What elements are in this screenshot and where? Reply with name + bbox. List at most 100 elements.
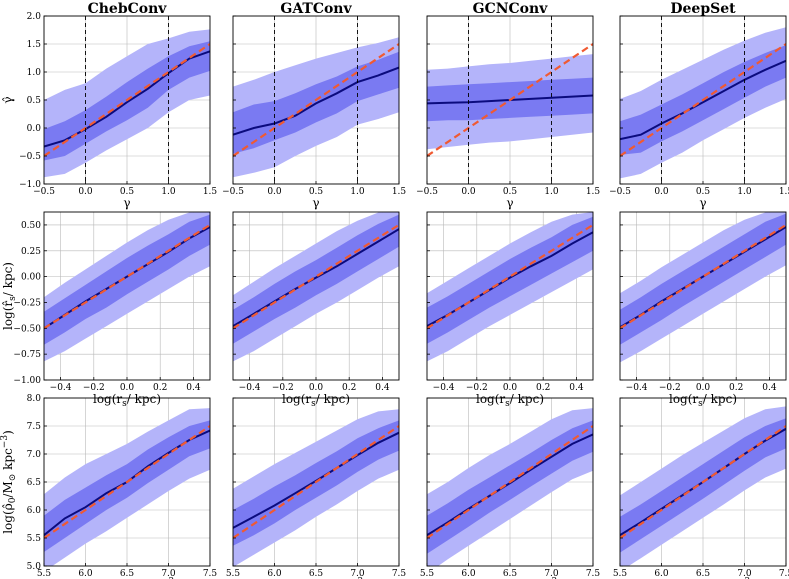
identity-line [233, 425, 399, 539]
y-tick-label: 0.50 [21, 221, 41, 231]
x-tick-label: −0.5 [416, 187, 438, 197]
x-axis-label: γ [123, 196, 130, 210]
median-line [620, 59, 786, 141]
x-tick-label: −0.4 [626, 383, 648, 393]
plot-area [620, 16, 786, 184]
x-tick-label: 0.0 [503, 383, 518, 393]
y-tick-label: 6.5 [27, 478, 42, 488]
panel-2-0: 5.5 6.0 6.5 7.0 7.55.05.56.06.57.07.58.0 [27, 394, 218, 579]
x-tick-label: 7.0 [737, 569, 752, 579]
y-tick-label: 8.0 [27, 394, 42, 404]
x-axis-label: log(rs/ kpc) [669, 392, 737, 409]
plot-area [427, 212, 593, 380]
panel-1-0: −0.4 −0.2 0.0 0.2 0.4 −1.00 −0.75 −0.50 −0.25 0.0… [13, 211, 211, 393]
x-tick-label: −0.5 [33, 187, 55, 197]
x-tick-label: 7.5 [392, 569, 407, 579]
y-tick-label: 0.25 [21, 247, 41, 257]
panel-2-1: 5.5 6.0 6.5 7.0 7.5 [226, 397, 407, 579]
y-tick-label: −1.00 [13, 376, 41, 386]
identity-line [44, 43, 210, 157]
y-tick-label: 7.5 [27, 422, 42, 432]
x-tick-label: 1.5 [203, 187, 218, 197]
x-axis-label: γ [312, 196, 319, 210]
x-tick-label: 0.2 [729, 383, 743, 393]
identity-line [427, 425, 593, 539]
x-tick-label: 1.0 [350, 187, 365, 197]
x-tick-label: 7.0 [350, 569, 365, 579]
x-tick-label: −0.5 [609, 187, 631, 197]
x-tick-label: −0.5 [222, 187, 244, 197]
panel-1-3: −0.4 −0.2 0.0 0.2 0.4 [619, 211, 787, 393]
y-tick-label: 0.00 [21, 273, 41, 283]
y-tick-label: 1.5 [27, 40, 42, 50]
x-tick-label: 0.0 [120, 383, 135, 393]
y-tick-label: 7.0 [27, 450, 42, 460]
x-tick-label: 0.5 [696, 187, 711, 197]
x-axis-label: γ [506, 196, 513, 210]
x-tick-label: 0.4 [375, 383, 390, 393]
identity-line [620, 425, 786, 539]
x-tick-label: 0.5 [503, 187, 518, 197]
x-tick-label: 7.5 [586, 569, 601, 579]
y-axis-label: γ̂ [1, 96, 15, 103]
plot-area [620, 398, 786, 566]
panel-title: GCNConv [473, 1, 549, 17]
x-tick-label: 0.2 [153, 383, 167, 393]
x-tick-label: −0.2 [659, 383, 681, 393]
y-tick-label: −0.50 [13, 324, 41, 334]
plot-area [427, 16, 593, 184]
x-tick-label: −0.2 [272, 383, 294, 393]
x-tick-label: 5.5 [613, 569, 628, 579]
x-tick-label: 0.5 [120, 187, 135, 197]
x-tick-label: 1.0 [544, 187, 559, 197]
x-tick-label: 1.0 [161, 187, 176, 197]
y-tick-label: −1.0 [19, 180, 41, 190]
panel-title: DeepSet [670, 1, 736, 17]
x-tick-label: 5.5 [226, 569, 241, 579]
plot-area [620, 212, 786, 380]
median-line [427, 231, 593, 328]
x-tick-label: 0.0 [654, 187, 669, 197]
x-tick-label: 0.0 [461, 187, 476, 197]
identity-line [427, 43, 593, 157]
x-tick-label: 7.5 [203, 569, 218, 579]
x-tick-label: 1.0 [737, 187, 752, 197]
x-tick-label: 0.0 [309, 383, 324, 393]
y-tick-label: 6.0 [27, 506, 42, 516]
y-tick-label: 1.0 [27, 68, 42, 78]
x-tick-label: −0.4 [50, 383, 72, 393]
panel-0-1: −0.5 0.0 0.5 1.0 1.5 GATConv [222, 1, 406, 197]
band-inner [44, 214, 210, 345]
panel-title: ChebConv [88, 1, 168, 17]
plot-area [233, 398, 399, 566]
plot-area [427, 398, 593, 566]
median-line [44, 226, 210, 330]
x-tick-label: −0.2 [466, 383, 488, 393]
x-tick-label: 0.4 [762, 383, 777, 393]
x-tick-label: −0.4 [239, 383, 261, 393]
x-axis-label: log(rs/ kpc) [476, 392, 544, 409]
identity-line [44, 425, 210, 539]
y-tick-label: 2.0 [27, 12, 42, 22]
y-axis-label: log(r̂s/ kpc) [1, 262, 18, 330]
y-tick-label: −0.75 [13, 350, 41, 360]
x-tick-label: 6.5 [696, 569, 711, 579]
median-line [620, 226, 786, 329]
x-tick-label: 6.0 [461, 569, 476, 579]
band-inner [427, 216, 593, 344]
panel-0-0: −0.5 0.0 0.5 1.0 1.5−1.0−0.50.00.51.01.52.0 C… [19, 1, 217, 197]
plot-area [44, 212, 210, 380]
x-tick-label: 0.0 [267, 187, 282, 197]
band-inner [427, 420, 593, 554]
y-tick-label: 0.0 [27, 124, 42, 134]
x-tick-label: 6.5 [120, 569, 135, 579]
x-tick-label: 0.4 [186, 383, 201, 393]
plot-area [44, 16, 210, 184]
x-tick-label: 0.0 [78, 187, 93, 197]
plot-area [233, 212, 399, 380]
x-axis-label: γ [699, 196, 706, 210]
plot-area [44, 398, 210, 566]
x-tick-label: 6.0 [78, 569, 93, 579]
panel-0-2: −0.5 0.0 0.5 1.0 1.5 GCNConv [416, 1, 600, 197]
